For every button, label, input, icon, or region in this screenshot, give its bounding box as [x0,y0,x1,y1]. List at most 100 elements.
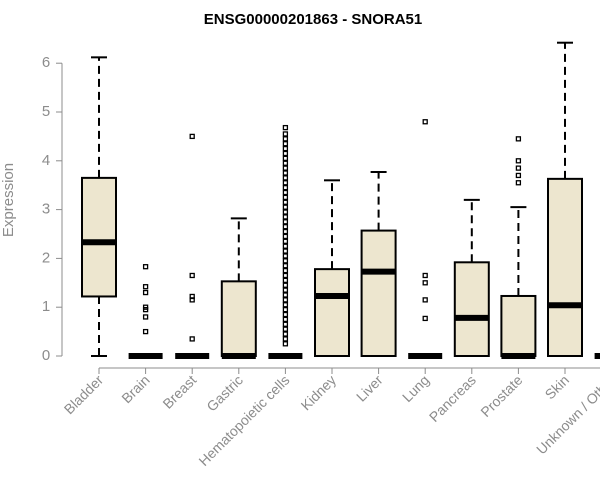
outlier-point [282,287,289,293]
outlier-point [282,316,289,323]
outlier-point [282,253,289,259]
box [81,176,117,298]
y-tick-label: 3 [42,201,50,218]
outlier-point [282,341,289,347]
box [360,229,397,357]
outlier-point [422,280,428,286]
outlier-point [282,272,289,279]
outlier-point [282,214,289,220]
outlier-point [282,321,289,327]
box [547,177,583,357]
outlier-point [282,311,289,318]
box-group [314,179,350,357]
x-tick-label: Kidney [298,372,340,414]
outlier-point [282,189,289,196]
outlier-point [282,302,289,308]
y-axis-label: Expression [0,163,17,237]
box-group [500,136,537,359]
outlier-point [515,136,522,142]
y-tick-label: 2 [42,249,50,266]
outlier-point [422,272,428,279]
box-group [547,41,583,357]
x-tick-label: Hematopoietic cells [195,372,292,469]
outlier-point [282,160,289,166]
outlier-point [422,315,428,322]
outlier-point [282,336,289,342]
outlier-point [282,150,289,157]
outlier-point [282,124,289,131]
outlier-point [282,199,289,205]
box-group [360,171,397,357]
y-tick-label: 6 [42,54,50,71]
outlier-point [282,141,289,147]
outlier-point [282,224,289,230]
chart-title: ENSG00000201863 - SNORA51 [204,11,422,28]
outlier-point [282,238,289,244]
outlier-point [282,219,289,225]
outlier-point [282,267,289,274]
outlier-point [282,243,289,249]
outlier-point [282,184,289,191]
box-group [594,353,600,359]
axes: 0 1 2 3 4 5 6 Bladder Brain Breast GastricHematopo… [42,54,600,469]
x-tick-label: Bladder [61,372,107,418]
box-group [175,133,210,359]
outlier-point [142,314,149,320]
outlier-point [282,204,289,210]
outlier-point [142,284,149,290]
outlier-point [142,328,149,335]
outlier-point [282,326,289,332]
outlier-point [282,292,289,298]
outlier-point [515,158,522,164]
box [314,268,350,357]
outlier-point [189,133,195,140]
x-tick-label: Lung [399,372,432,405]
outlier-point [282,194,289,201]
x-tick-label: Breast [159,372,199,412]
outlier-point [282,331,289,337]
outlier-point [515,165,522,171]
outlier-point [142,304,149,310]
y-tick-label: 1 [42,298,50,315]
box [220,280,257,357]
outlier-point [282,297,289,303]
box [453,261,490,357]
outlier-point [282,282,289,288]
outlier-point [282,175,289,181]
outlier-point [142,289,149,296]
box-group [128,264,163,359]
x-tick-label: Liver [353,372,386,405]
outlier-point [282,131,289,137]
y-tick-label: 5 [42,103,50,120]
outlier-point [282,180,289,186]
x-tick-label: Gastric [203,372,246,415]
outlier-point [282,145,289,152]
outlier-point [282,233,289,240]
box [500,294,537,358]
y-tick-label: 4 [42,152,50,169]
outlier-point [422,119,428,125]
outlier-point [282,248,289,254]
outlier-point [142,264,149,270]
outlier-point [282,136,289,142]
box-group [220,217,257,359]
outlier-point [189,293,195,300]
outlier-point [282,209,289,215]
outlier-point [515,180,522,186]
outlier-point [282,277,289,284]
outlier-point [282,170,289,176]
x-tick-label: Skin [542,372,573,403]
box-group [81,56,117,357]
outlier-point [282,258,289,264]
outlier-point [282,155,289,162]
outlier-point [282,306,289,313]
outlier-point [282,228,289,235]
x-tick-label: Pancreas [426,372,479,425]
outlier-point [189,272,195,279]
plot-area [81,41,600,359]
outlier-point [282,165,289,171]
box-group [408,119,443,359]
x-tick-label: Brain [118,372,152,406]
outlier-point [282,263,289,269]
